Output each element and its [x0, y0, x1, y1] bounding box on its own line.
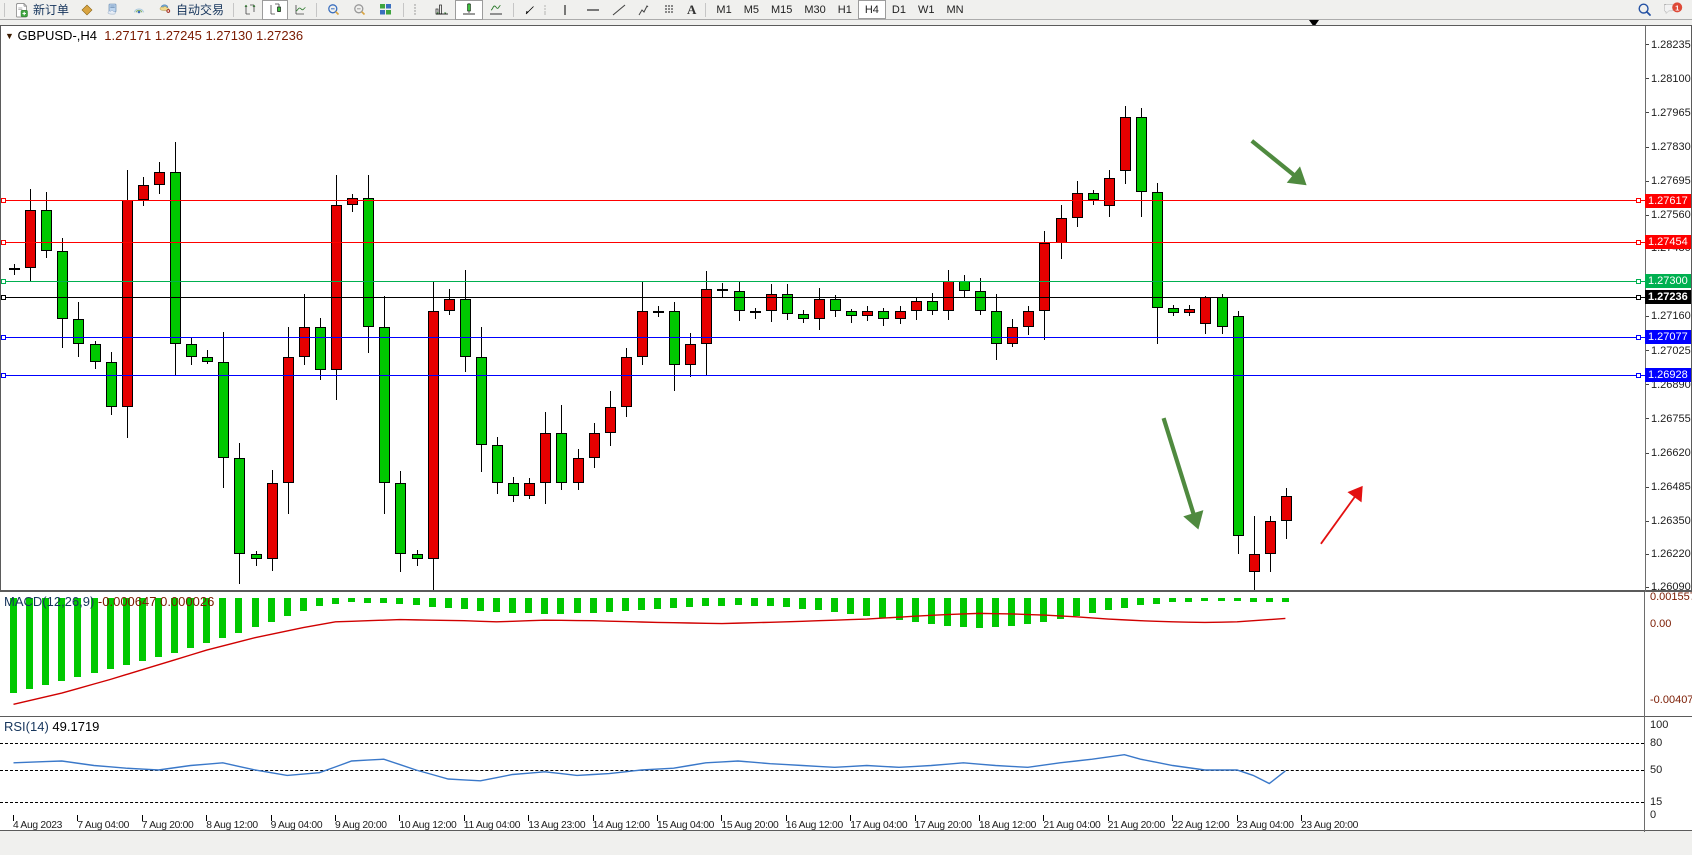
- svg-text:1: 1: [1675, 3, 1679, 12]
